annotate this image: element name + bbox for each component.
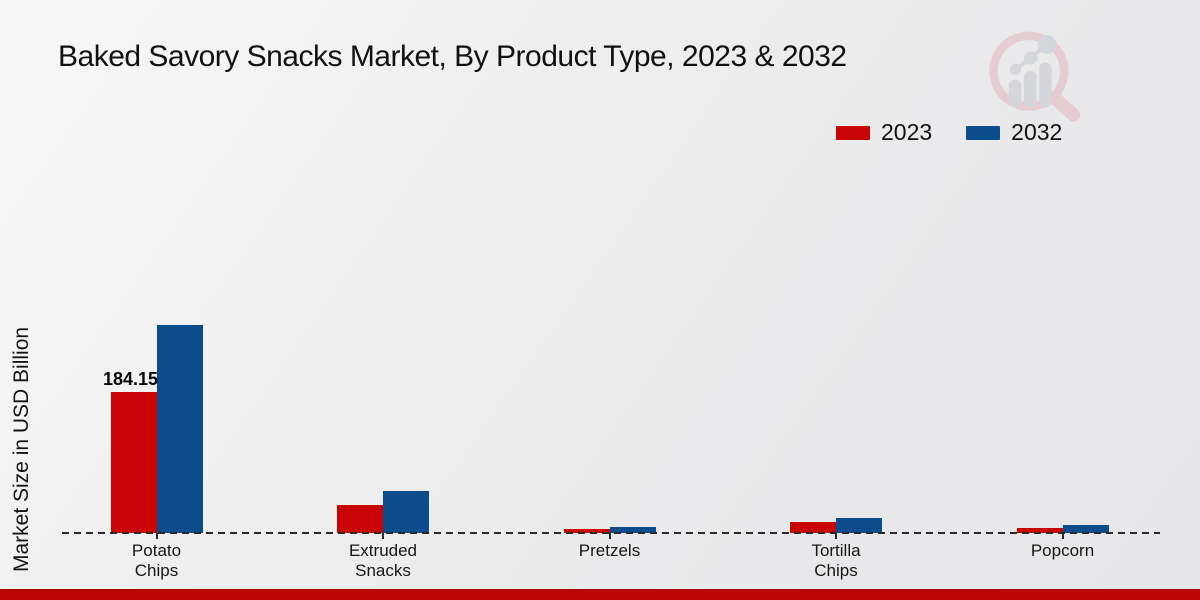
legend-swatch-2023 <box>836 125 870 140</box>
bar-2032-tortilla-chips <box>836 518 882 533</box>
category-label-tortilla-chips: Tortilla Chips <box>811 541 861 581</box>
value-label-2023-potato-chips: 184.15 <box>102 369 159 389</box>
chart-title: Baked Savory Snacks Market, By Product T… <box>58 40 847 73</box>
bar-2032-extruded-snacks <box>383 491 429 533</box>
legend-swatch-2032 <box>966 125 1001 140</box>
legend: 2023 2032 <box>836 119 1062 146</box>
legend-item-2032: 2032 <box>966 119 1062 146</box>
bar-2032-potato-chips <box>156 325 203 533</box>
x-axis-tick-potato-chips <box>155 533 158 539</box>
bar-2023-extruded-snacks <box>337 505 383 533</box>
x-axis-tick-popcorn <box>1061 533 1064 539</box>
x-axis-tick-extruded-snacks <box>382 533 384 539</box>
category-label-pretzels: Pretzels <box>578 541 641 560</box>
category-label-potato-chips: Potato Chips <box>131 541 182 581</box>
x-axis-tick-tortilla-chips <box>835 533 837 539</box>
bar-2023-potato-chips <box>110 392 157 533</box>
bar-2023-tortilla-chips <box>790 522 836 533</box>
magnifier-bar-chart-logo-icon <box>989 31 1081 122</box>
legend-label-2023: 2023 <box>881 119 933 145</box>
category-label-extruded-snacks: Extruded Snacks <box>348 541 418 581</box>
x-axis-tick-pretzels <box>608 533 611 539</box>
x-axis-baseline <box>62 532 1160 534</box>
bar-2023-pretzels <box>563 529 610 533</box>
bar-2032-popcorn <box>1062 525 1109 533</box>
legend-label-2032: 2032 <box>1011 119 1063 145</box>
bar-2032-pretzels <box>609 527 656 533</box>
category-label-popcorn: Popcorn <box>1030 541 1095 560</box>
bar-2023-popcorn <box>1016 528 1063 533</box>
legend-item-2023: 2023 <box>836 119 932 146</box>
bottom-accent-bar <box>0 589 1200 600</box>
